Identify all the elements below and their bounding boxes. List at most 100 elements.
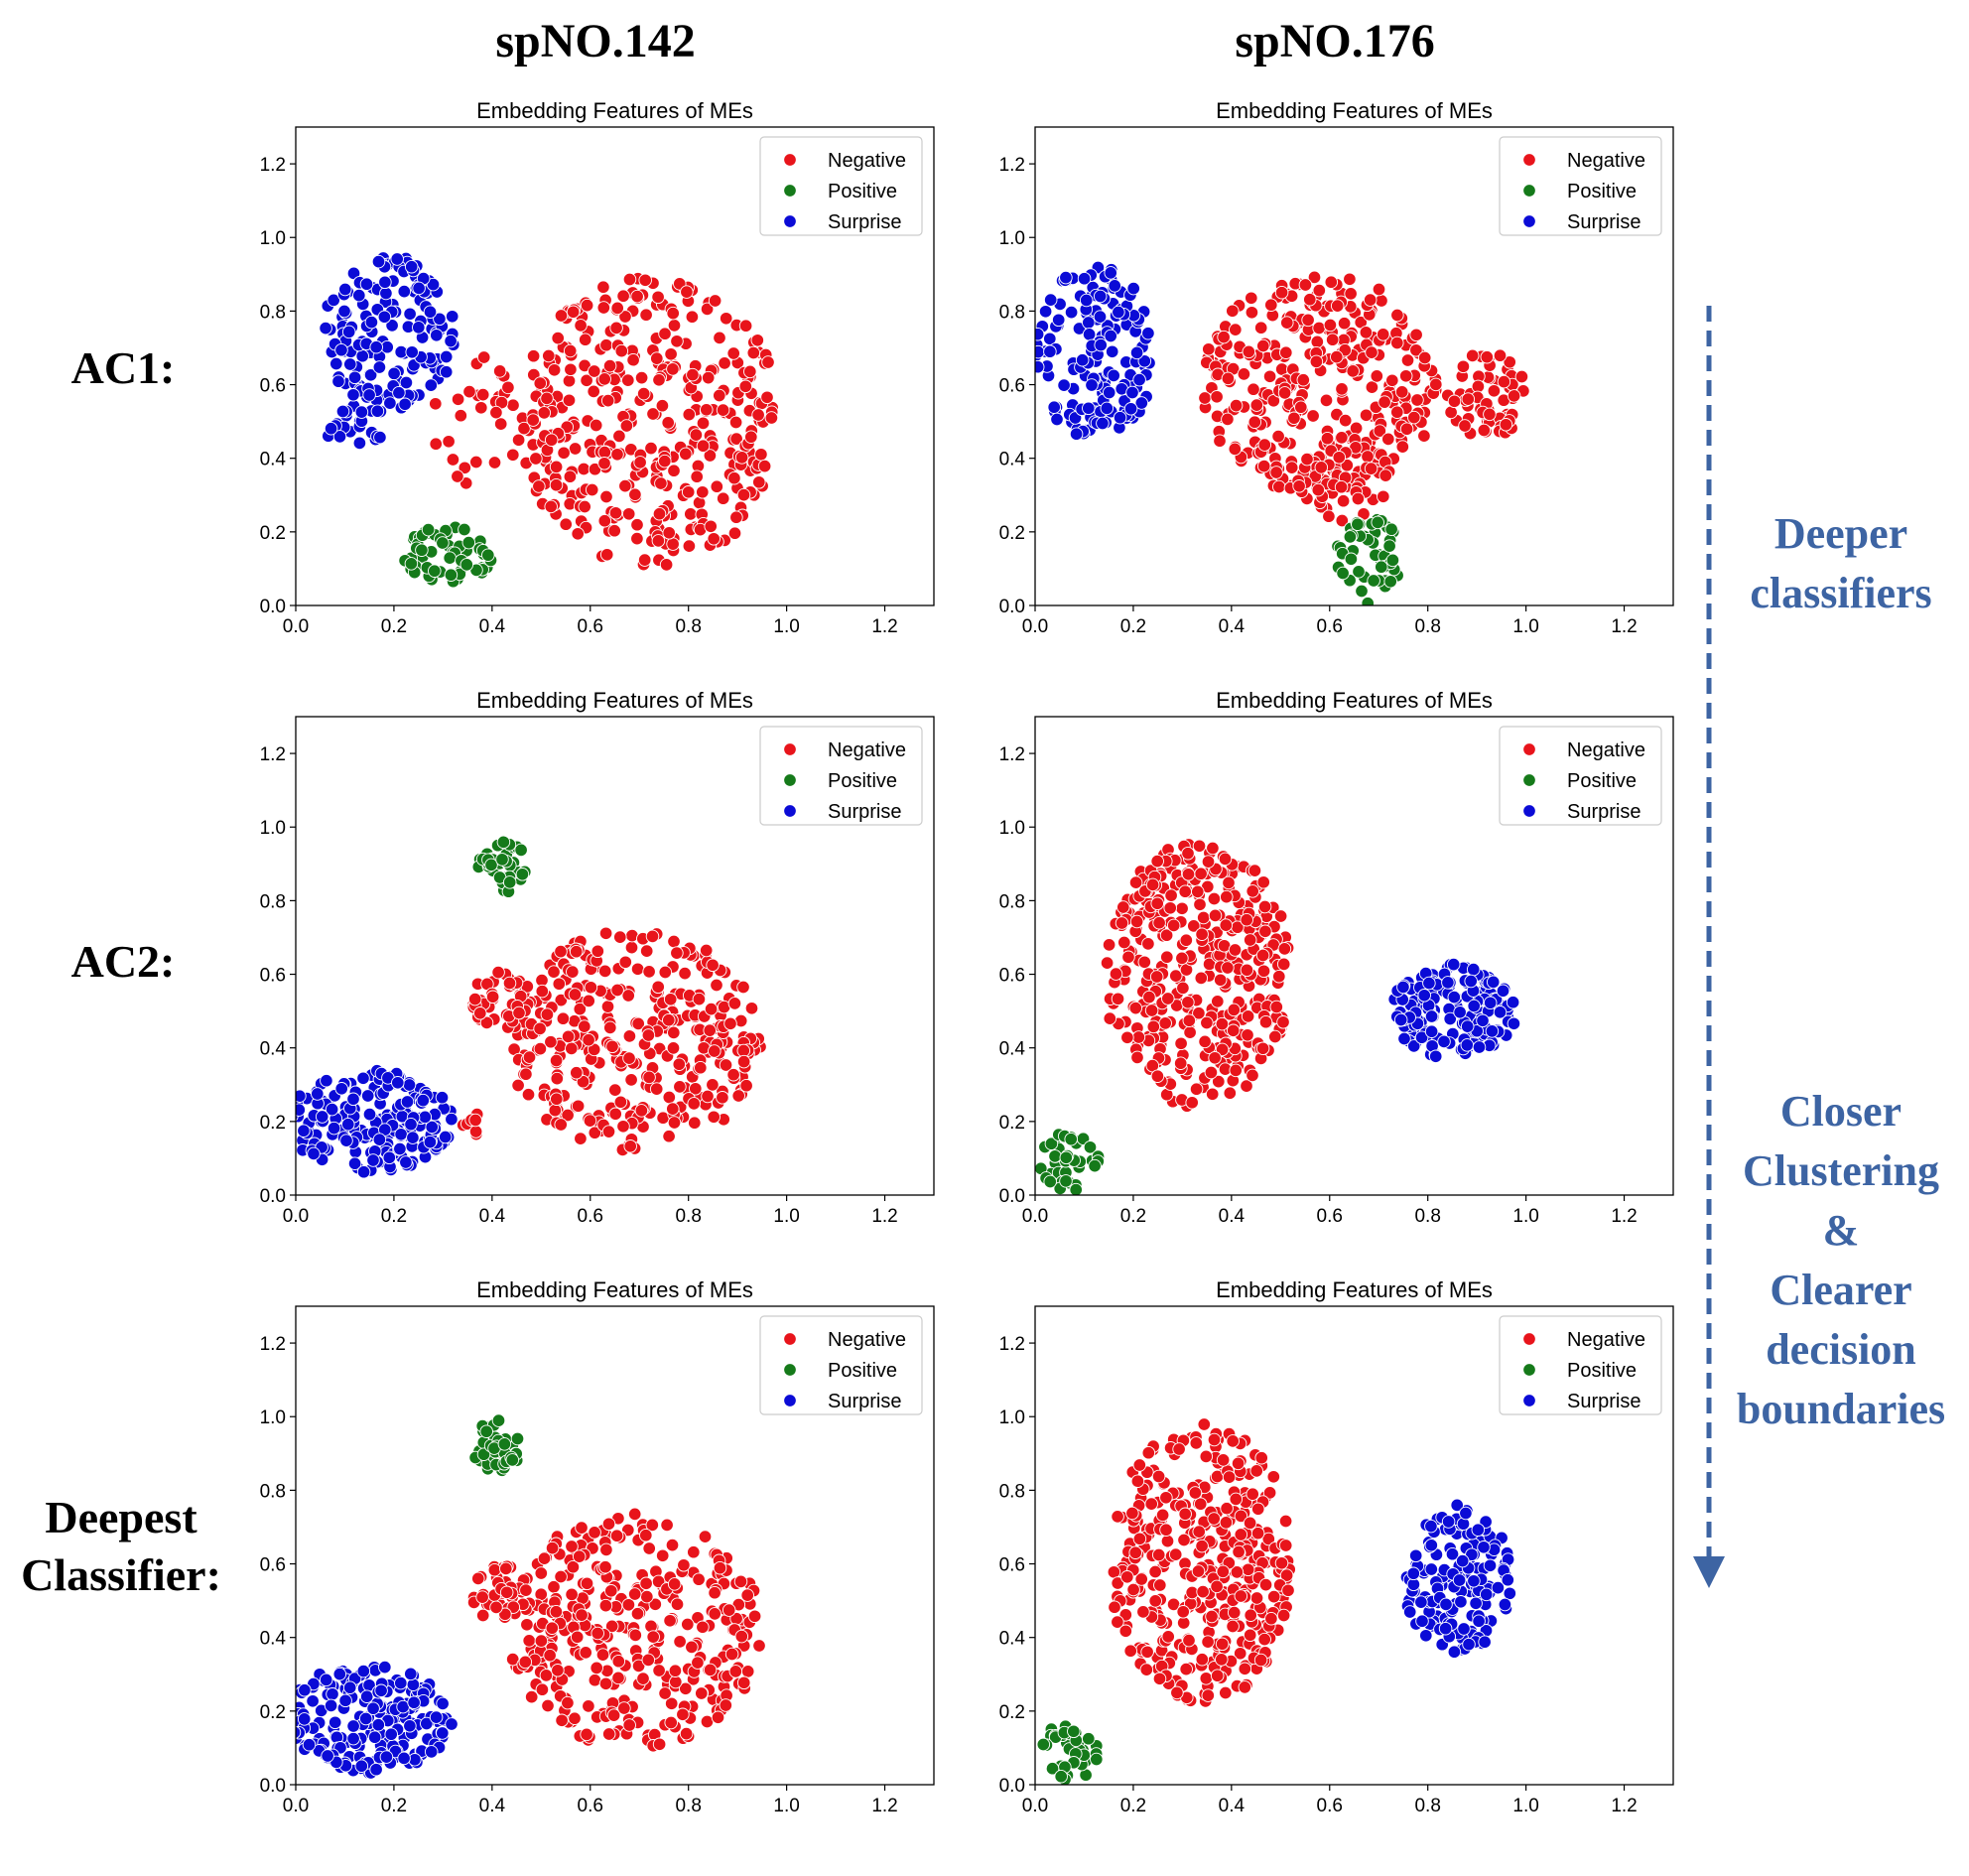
point-negative bbox=[1370, 369, 1384, 383]
point-surprise bbox=[1441, 976, 1455, 990]
point-negative bbox=[1497, 374, 1511, 389]
point-surprise bbox=[387, 366, 401, 381]
point-negative bbox=[622, 1029, 637, 1043]
point-negative bbox=[554, 1118, 568, 1132]
point-surprise bbox=[405, 345, 419, 359]
point-negative bbox=[736, 980, 750, 995]
point-negative bbox=[1253, 1653, 1268, 1668]
point-negative bbox=[544, 433, 559, 447]
point-positive bbox=[1043, 1174, 1057, 1189]
row-label-ac2: AC2: bbox=[70, 936, 176, 987]
point-negative bbox=[1261, 1532, 1276, 1546]
point-positive bbox=[444, 568, 459, 582]
point-negative bbox=[655, 1548, 670, 1563]
point-surprise bbox=[355, 348, 369, 363]
point-surprise bbox=[363, 368, 378, 382]
point-negative bbox=[532, 479, 546, 493]
point-negative bbox=[554, 993, 569, 1007]
point-negative bbox=[1148, 1594, 1162, 1608]
point-surprise bbox=[1455, 1553, 1470, 1568]
point-negative bbox=[672, 1057, 687, 1071]
point-negative bbox=[1116, 900, 1130, 914]
point-positive bbox=[1090, 1752, 1104, 1767]
point-negative bbox=[750, 334, 765, 347]
point-negative bbox=[1111, 1615, 1124, 1629]
x-tick-label: 0.0 bbox=[1022, 1206, 1048, 1227]
point-negative bbox=[561, 1029, 576, 1044]
point-negative bbox=[1238, 1680, 1252, 1694]
point-negative bbox=[1152, 1672, 1167, 1686]
point-surprise bbox=[1453, 1005, 1467, 1019]
point-negative bbox=[738, 319, 753, 333]
point-positive bbox=[1383, 575, 1397, 589]
point-negative bbox=[568, 442, 583, 456]
point-negative bbox=[713, 331, 726, 345]
legend-label-positive: Positive bbox=[828, 181, 897, 202]
point-surprise bbox=[1417, 989, 1431, 1003]
point-negative bbox=[700, 302, 715, 317]
point-negative bbox=[1130, 1474, 1145, 1488]
point-negative bbox=[691, 1656, 705, 1670]
point-negative bbox=[599, 1542, 613, 1557]
point-negative bbox=[658, 965, 673, 980]
point-surprise bbox=[321, 1749, 334, 1763]
point-negative bbox=[1115, 916, 1129, 930]
point-negative bbox=[652, 506, 667, 521]
point-positive bbox=[1384, 522, 1398, 536]
point-negative bbox=[696, 416, 711, 431]
point-negative bbox=[576, 1074, 591, 1089]
x-tick-label: 0.6 bbox=[578, 616, 603, 637]
point-surprise bbox=[1467, 1574, 1481, 1588]
point-negative bbox=[1178, 884, 1192, 898]
point-negative bbox=[1213, 973, 1228, 988]
point-negative bbox=[1194, 867, 1208, 880]
point-negative bbox=[1461, 392, 1476, 406]
legend: Negative Positive Surprise bbox=[1499, 726, 1662, 826]
point-surprise bbox=[1424, 1519, 1438, 1534]
y-tick-label: 0.8 bbox=[260, 1481, 286, 1502]
point-surprise bbox=[298, 1682, 312, 1697]
point-negative bbox=[1170, 1685, 1184, 1700]
point-negative bbox=[569, 944, 584, 959]
point-surprise bbox=[1408, 1548, 1423, 1563]
point-positive bbox=[1054, 1769, 1068, 1784]
point-negative bbox=[1257, 1632, 1271, 1647]
point-negative bbox=[1241, 1009, 1255, 1023]
point-surprise bbox=[439, 364, 454, 379]
point-negative bbox=[1278, 1514, 1293, 1529]
point-negative bbox=[651, 534, 666, 548]
legend: Negative Positive Surprise bbox=[1499, 1315, 1662, 1415]
point-positive bbox=[491, 1413, 506, 1427]
point-surprise bbox=[1477, 1541, 1491, 1554]
point-negative bbox=[1268, 1029, 1282, 1044]
point-surprise bbox=[1051, 313, 1066, 328]
point-negative bbox=[580, 298, 594, 313]
point-negative bbox=[1477, 423, 1492, 438]
point-negative bbox=[1372, 282, 1386, 297]
legend-marker-surprise bbox=[1522, 1394, 1536, 1407]
point-negative bbox=[618, 310, 632, 324]
x-tick-label: 1.0 bbox=[773, 1796, 799, 1816]
point-surprise bbox=[1507, 1016, 1521, 1031]
point-surprise bbox=[1478, 1635, 1492, 1649]
point-surprise bbox=[1414, 1595, 1428, 1609]
point-positive bbox=[443, 551, 457, 565]
point-negative bbox=[512, 1005, 526, 1020]
point-negative bbox=[491, 965, 505, 980]
point-surprise bbox=[1104, 329, 1117, 343]
point-negative bbox=[498, 1607, 512, 1622]
point-negative bbox=[590, 1661, 603, 1675]
point-surprise bbox=[1493, 1005, 1508, 1019]
y-tick-label: 0.4 bbox=[999, 1039, 1026, 1060]
point-negative bbox=[1212, 1074, 1226, 1089]
point-negative bbox=[451, 392, 465, 407]
point-negative bbox=[1255, 948, 1270, 963]
point-negative bbox=[467, 992, 482, 1006]
point-surprise bbox=[1476, 1013, 1490, 1028]
scatter-panel-ac2-sp176: Embedding Features of MEs 0.0 0.2 0.4 0.6 0.8… bbox=[999, 688, 1674, 1227]
point-negative bbox=[601, 1517, 616, 1532]
point-negative bbox=[601, 1727, 616, 1741]
point-negative bbox=[1128, 1001, 1143, 1015]
axes-frame bbox=[295, 126, 935, 606]
point-negative bbox=[1241, 1028, 1254, 1042]
